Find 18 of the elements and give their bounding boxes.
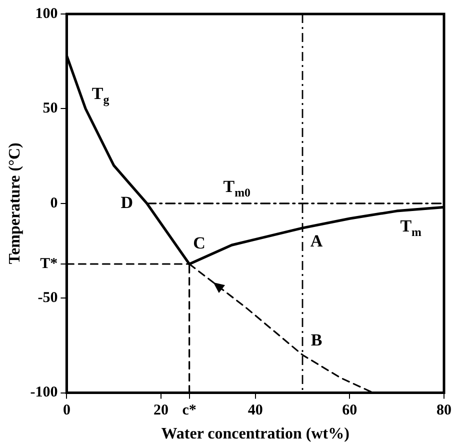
annotation: C — [193, 233, 206, 252]
y-tick-label: -100 — [30, 384, 58, 401]
x-axis-title: Water concentration (wt%) — [161, 426, 350, 443]
x-tick-label: c* — [182, 402, 196, 419]
y-tick-label: 0 — [50, 195, 58, 212]
annotation: A — [310, 231, 324, 250]
y-tick-label: 50 — [42, 100, 58, 117]
y-tick-label: T* — [40, 256, 58, 272]
annotation: D — [120, 192, 134, 212]
y-tick-label: 100 — [35, 6, 58, 22]
x-tick-label: 0 — [62, 402, 70, 419]
x-tick-label: 40 — [248, 402, 263, 419]
x-tick-label: 20 — [154, 402, 169, 419]
y-axis-title: Temperature (°C) — [6, 142, 24, 264]
x-tick-label: 80 — [436, 402, 452, 419]
y-tick-label: -50 — [38, 290, 58, 306]
x-tick-label: 60 — [342, 402, 358, 419]
annotation: B — [310, 330, 322, 350]
